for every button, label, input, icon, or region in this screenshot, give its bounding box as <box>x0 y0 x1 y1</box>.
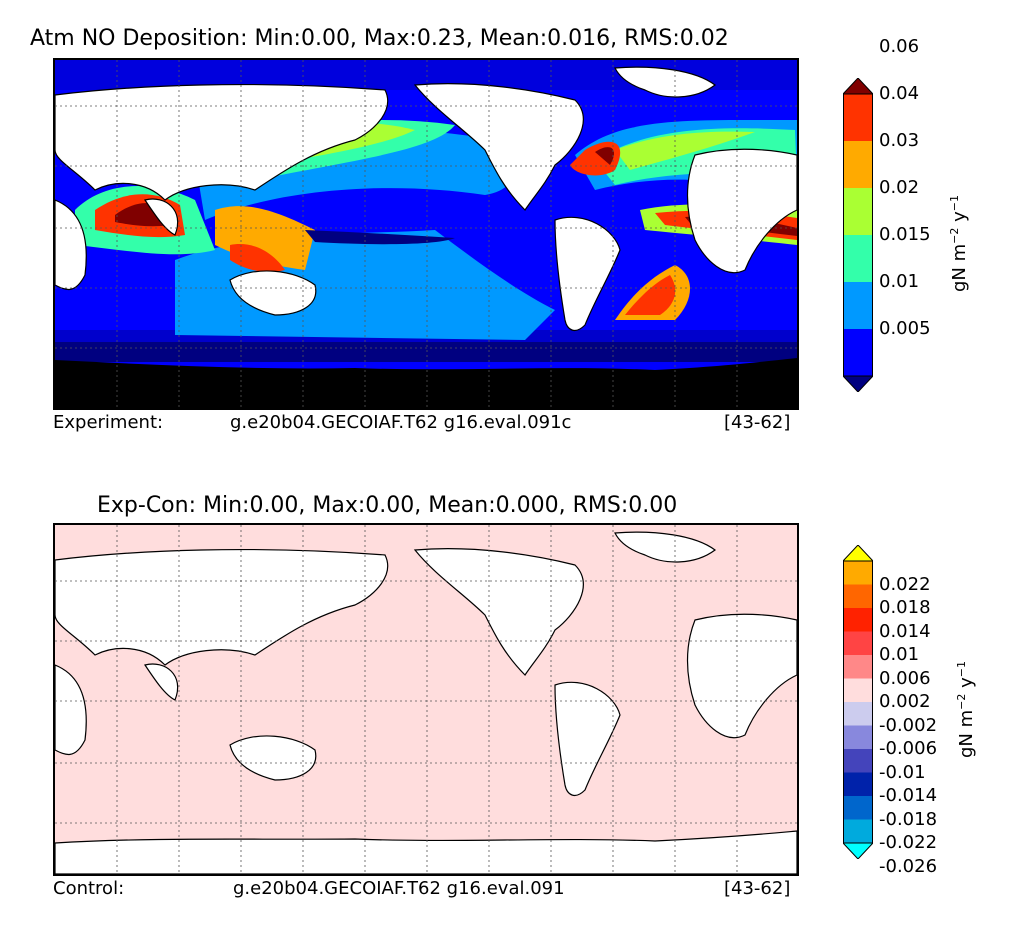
colorbar-extend-top <box>843 78 873 95</box>
colorbar-swatch <box>843 141 873 189</box>
colorbar-swatch <box>843 678 873 703</box>
bottom-map-title: Exp-Con: Min:0.00, Max:0.00, Mean:0.000,… <box>97 493 678 518</box>
colorbar-tick-label: 0.01 <box>879 644 920 665</box>
top-experiment-label: Experiment: <box>53 412 164 433</box>
bottom-case-name: g.e20b04.GECOIAF.T62 g16.eval.091 <box>233 878 565 899</box>
colorbar-swatch <box>843 94 873 142</box>
colorbar-swatch <box>843 749 873 773</box>
colorbar-swatch <box>843 725 873 750</box>
colorbar-swatch <box>843 796 873 820</box>
antarctica <box>55 358 797 408</box>
colorbar-tick-label: -0.018 <box>879 808 938 830</box>
top-colorbar-unit: gN m−2 y−1 <box>948 195 970 292</box>
colorbar-swatch <box>843 819 873 844</box>
colorbar-tick-label: -0.006 <box>879 738 938 759</box>
bottom-year-range: [43-62] <box>724 878 791 899</box>
colorbar-extend-top <box>843 545 873 562</box>
colorbar-swatch <box>843 282 873 330</box>
continents <box>55 531 797 874</box>
colorbar-swatch <box>843 631 873 656</box>
map-gridlines <box>55 525 797 874</box>
colorbar-swatch <box>843 235 873 283</box>
colorbar-tick-label: 0.03 <box>879 130 920 151</box>
colorbar-swatch <box>843 772 873 797</box>
colorbar-swatch <box>843 561 873 585</box>
top-map-title: Atm NO Deposition: Min:0.00, Max:0.23, M… <box>30 26 729 51</box>
top-case-name: g.e20b04.GECOIAF.T62 g16.eval.091c <box>230 412 572 433</box>
colorbar-tick-label: -0.01 <box>879 761 926 783</box>
colorbar-tick-label: 0.022 <box>879 573 931 595</box>
top-colorbar <box>843 78 873 392</box>
colorbar-tick-label: -0.026 <box>879 855 938 877</box>
colorbar-extend-bottom <box>843 375 873 392</box>
bottom-control-label: Control: <box>53 878 125 899</box>
colorbar-tick-label: 0.02 <box>879 177 920 198</box>
colorbar-tick-label: -0.002 <box>879 714 938 736</box>
colorbar-tick-label: 0.005 <box>879 318 931 339</box>
bottom-colorbar-unit: gN m−2 y−1 <box>955 661 977 758</box>
colorbar-tick-label: 0.04 <box>879 83 920 104</box>
map-gridlines <box>55 60 797 408</box>
colorbar-swatch <box>843 655 873 679</box>
colorbar-tick-label: -0.014 <box>879 785 938 806</box>
colorbar-tick-label: -0.022 <box>879 832 938 853</box>
colorbar-tick-label: 0.006 <box>879 667 931 689</box>
top-year-range: [43-62] <box>724 412 791 433</box>
colorbar-tick-label: 0.014 <box>879 620 931 642</box>
colorbar-tick-label: 0.018 <box>879 597 931 618</box>
top-map <box>53 58 799 410</box>
colorbar-swatch <box>843 329 873 377</box>
colorbar-swatch <box>843 584 873 609</box>
colorbar-swatch <box>843 188 873 236</box>
colorbar-swatch <box>843 702 873 726</box>
colorbar-tick-label: 0.01 <box>879 271 920 292</box>
continents <box>55 66 797 332</box>
colorbar-tick-label: 0.002 <box>879 691 931 712</box>
colorbar-tick-label: 0.06 <box>879 36 920 57</box>
colorbar-extend-bottom <box>843 842 873 859</box>
bottom-map <box>53 523 799 876</box>
colorbar-swatch <box>843 608 873 632</box>
bottom-colorbar <box>843 545 873 859</box>
colorbar-tick-label: 0.015 <box>879 224 931 245</box>
